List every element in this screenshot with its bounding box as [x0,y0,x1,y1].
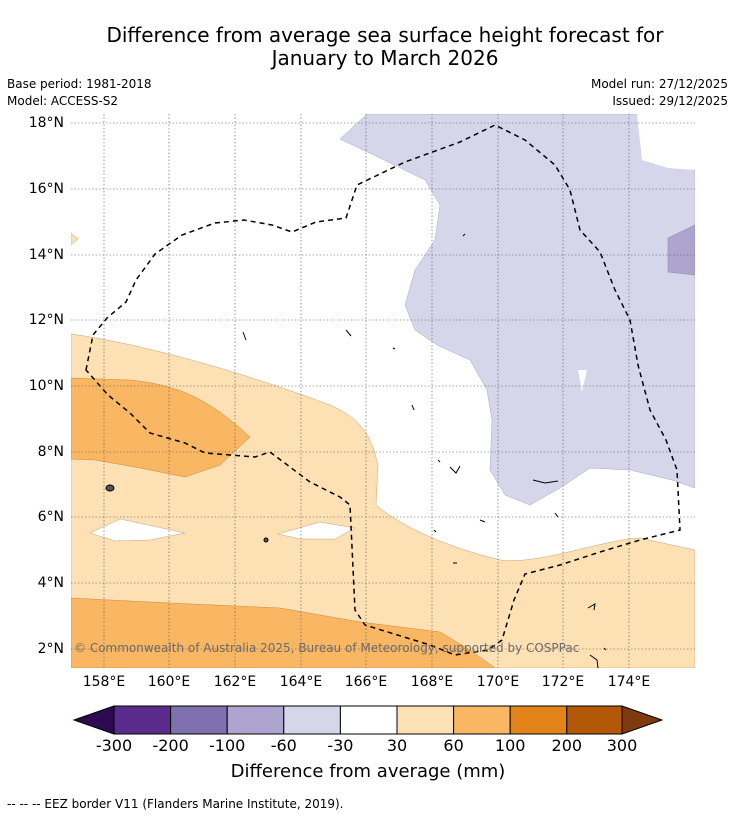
lat-label-12n: 12°N [28,312,64,328]
colorbar-swatch [509,705,568,735]
colorbar-tick: -300 [95,736,133,755]
lat-label-10n: 10°N [28,378,64,394]
issued-date: Issued: 29/12/2025 [612,94,728,108]
colorbar-tick: -30 [327,736,354,755]
colorbar-swatch [339,705,398,735]
colorbar-tick: 60 [443,736,464,755]
eez-legend-note: -- -- -- EEZ border V11 (Flanders Marine… [7,797,344,811]
lat-label-8n: 8°N [37,444,64,460]
colorbar-swatch [226,705,285,735]
lon-label-172e: 172°E [541,674,585,690]
base-period: Base period: 1981-2018 [7,77,152,91]
colorbar-tick: -100 [209,736,246,755]
lon-label-174e: 174°E [607,674,651,690]
colorbar-label: Difference from average (mm) [230,761,506,782]
lon-label-158e: 158°E [82,674,126,690]
eez-border [85,124,681,656]
region-white-notch [578,370,587,392]
colorbar-swatch [113,705,172,735]
map-fill-layer [71,114,695,668]
region-white-hole-2 [277,521,356,540]
lat-label-18n: 18°N [28,115,64,131]
model-run: Model run: 27/12/2025 [590,77,728,91]
colorbar-tick: 30 [386,736,408,755]
colorbar-swatch [453,705,511,735]
chart-title-line2: January to March 2026 [271,46,499,70]
lon-label-168e: 168°E [410,674,454,690]
lat-label-4n: 4°N [37,575,64,591]
lat-label-16n: 16°N [28,181,64,197]
lon-label-160e: 160°E [147,674,191,690]
region-mid-orange-south [71,597,496,668]
region-mid-purple [667,224,695,276]
colorbar-swatch [283,705,341,735]
colorbar-swatch-overflow [621,705,664,735]
region-white-hole-1 [89,518,186,542]
islands [105,233,607,668]
region-white-top [637,114,695,170]
colorbar-swatch [170,705,228,735]
colorbar-tick: 300 [606,736,638,755]
lon-label-164e: 164°E [279,674,323,690]
model-name: Model: ACCESS-S2 [7,94,119,108]
chart-title-line1: Difference from average sea surface heig… [106,23,664,47]
colorbar-swatch [396,705,455,735]
colorbar-tick: -200 [152,736,189,755]
lat-label-14n: 14°N [28,247,64,263]
colorbar-tick: 200 [551,736,583,755]
region-small-orange-mark [71,232,79,246]
colorbar-swatch [566,705,623,735]
colorbar-swatch-underflow [72,705,115,735]
copyright-text: © Commonwealth of Australia 2025, Bureau… [74,641,580,655]
colorbar-tick: -60 [270,736,297,755]
colorbar-tick: 100 [494,736,526,755]
lon-label-166e: 166°E [344,674,388,690]
lon-label-170e: 170°E [476,674,520,690]
lat-label-6n: 6°N [37,509,64,525]
lon-label-162e: 162°E [213,674,257,690]
region-light-purple [339,114,695,506]
colorbar [72,705,664,735]
lat-label-2n: 2°N [37,641,64,657]
